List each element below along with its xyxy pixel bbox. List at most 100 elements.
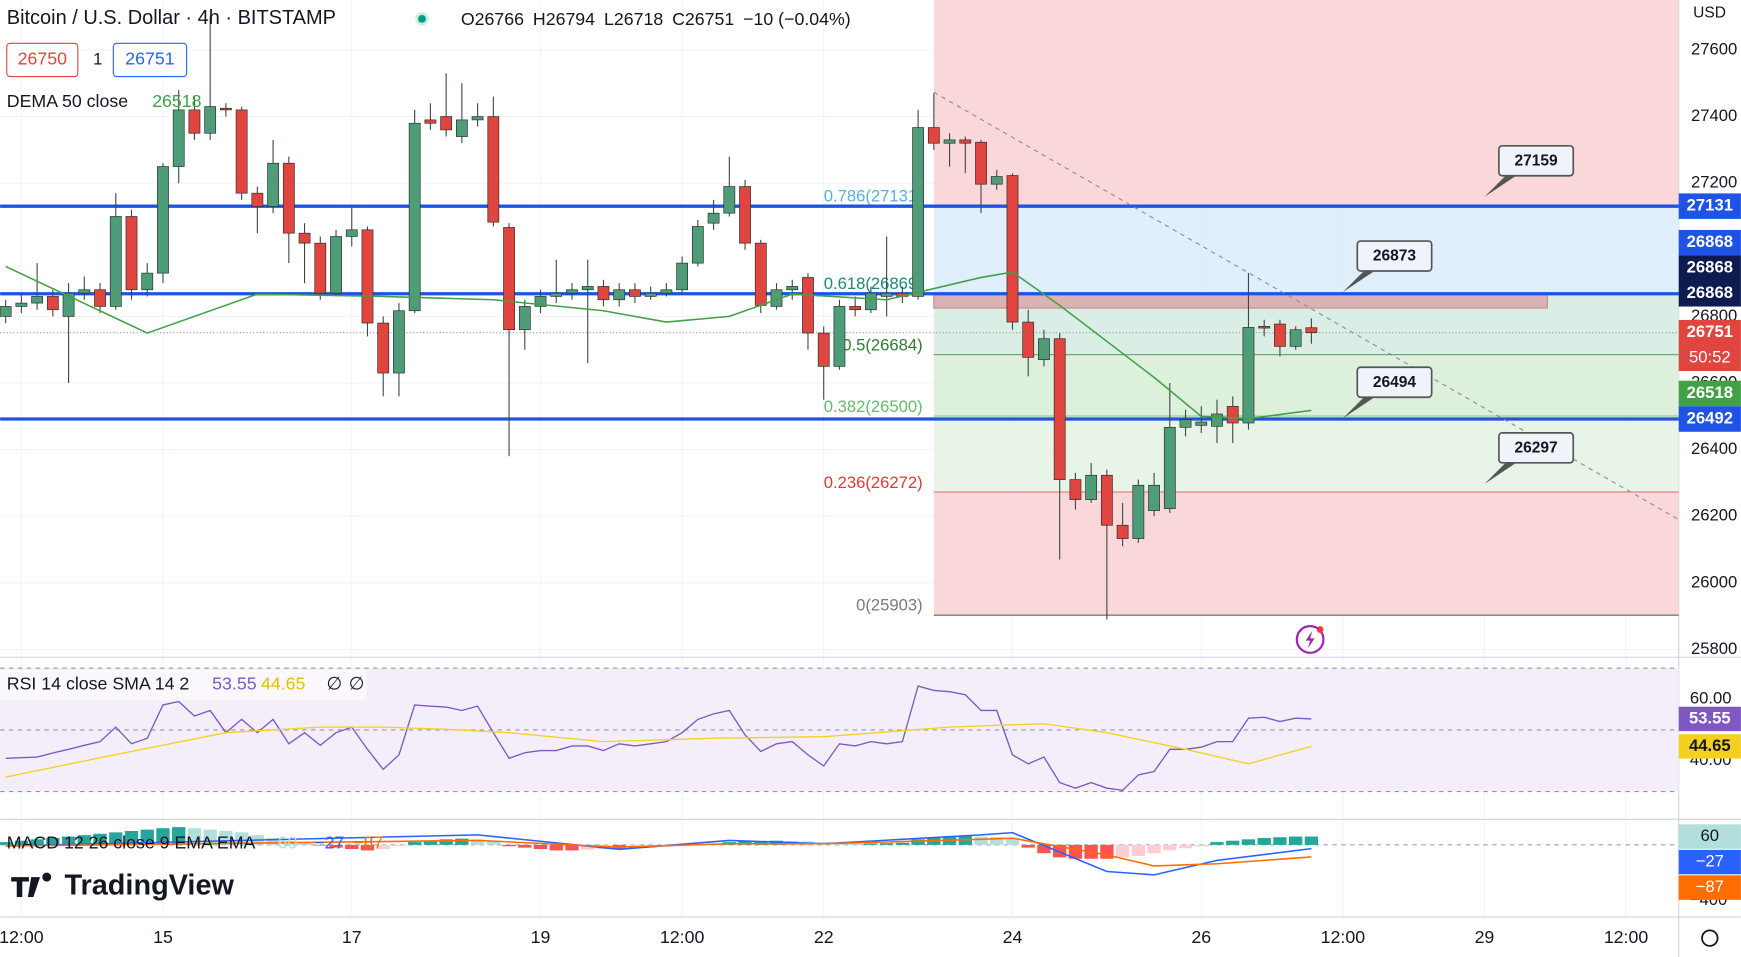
status-dot	[418, 14, 426, 23]
x-tick-label: 17	[342, 927, 362, 947]
candle-body	[1195, 421, 1208, 426]
macd-histogram-bar	[345, 844, 359, 850]
macd-histogram-bar	[581, 844, 595, 850]
macd-signal-line	[5, 837, 1312, 867]
rsi-axis-label: 44.65	[1689, 736, 1731, 755]
candle-body	[188, 109, 201, 134]
candle-body	[912, 127, 924, 297]
candle-body	[1305, 327, 1318, 334]
macd-axis-label-bg	[1678, 824, 1741, 849]
candle-body	[518, 306, 531, 331]
macd-histogram-bar	[974, 836, 988, 845]
candle-body	[1116, 524, 1129, 539]
candle-body	[46, 296, 59, 311]
macd-histogram-bar	[1304, 836, 1319, 845]
candle-body	[78, 289, 91, 294]
candle-body	[1022, 321, 1035, 358]
macd-histogram-bar	[1005, 839, 1020, 845]
x-tick-label: 24	[1003, 927, 1023, 947]
callout-box	[1356, 240, 1433, 272]
candle-body	[1100, 474, 1113, 526]
candle-body	[157, 166, 169, 274]
macd-histogram-bar	[30, 839, 44, 845]
price-label-bg	[1678, 229, 1741, 256]
rsi-sma-line	[5, 723, 1312, 778]
rsi-tick-label: 60.00	[1690, 688, 1732, 707]
price-label: 26751	[1687, 322, 1733, 341]
macd-histogram-bar	[1021, 844, 1035, 848]
macd-histogram-bar	[46, 837, 60, 845]
candle-body	[471, 116, 484, 121]
candle-body	[550, 292, 563, 297]
callout-label: 27159	[1514, 152, 1558, 169]
macd-axis-label: −27	[1696, 851, 1724, 870]
macd-hist-value: 60	[278, 832, 298, 852]
candle-body	[345, 229, 358, 237]
candle-body	[865, 292, 877, 311]
fib-zone	[933, 492, 1679, 616]
x-tick-label: 29	[1475, 927, 1495, 947]
candle-body	[581, 286, 594, 291]
settings-icon[interactable]	[1701, 929, 1719, 947]
macd-histogram-bar	[533, 844, 548, 850]
macd-histogram-bar	[61, 836, 76, 845]
macd-histogram-bar	[360, 844, 375, 851]
rsi-axis-label: 53.55	[1689, 708, 1731, 727]
price-label-bg	[1678, 255, 1741, 281]
callout-tail	[1342, 396, 1377, 419]
candle-body	[566, 289, 578, 294]
candle-body	[0, 306, 12, 317]
candle-body	[802, 277, 814, 334]
currency[interactable]: USD	[1693, 4, 1726, 21]
x-tick-label: 22	[814, 927, 834, 947]
macd-histogram-bar	[1147, 844, 1161, 854]
fib-label: 0.236(26272)	[824, 473, 923, 492]
candle-body	[1085, 474, 1098, 500]
trend-line	[933, 91, 1680, 521]
rsi-legend-bg	[0, 669, 367, 701]
macd-histogram-bar	[392, 844, 406, 847]
candle-body	[660, 289, 673, 294]
sell-box[interactable]	[6, 42, 79, 78]
macd-histogram-bar	[895, 842, 910, 845]
macd-histogram-bar	[439, 839, 453, 845]
macd-histogram-bar	[864, 843, 878, 845]
macd-histogram-bar	[1037, 844, 1051, 854]
candle-body	[1163, 426, 1176, 509]
candle-body	[1069, 479, 1082, 500]
rsi-line	[5, 685, 1312, 792]
sell-price[interactable]: 26750	[18, 49, 67, 69]
candle-body	[691, 226, 704, 264]
candle-body	[503, 227, 515, 331]
macd-histogram-bar	[565, 844, 579, 851]
spread: 1	[93, 49, 102, 68]
macd-histogram-bar	[376, 844, 390, 850]
rsi-value: 53.55	[212, 674, 257, 694]
macd-histogram-bar	[0, 842, 13, 845]
rsi-legend: RSI 14 close SMA 14 2	[7, 674, 190, 694]
macd-histogram-bar	[1257, 837, 1271, 845]
candle-body	[235, 109, 248, 194]
price-label: 26492	[1687, 408, 1733, 427]
brand: TradingView	[64, 870, 234, 902]
candle-body	[314, 242, 327, 294]
buy-box[interactable]	[112, 42, 188, 78]
macd-legend: MACD 12 26 close 9 EMA EMA	[7, 832, 256, 852]
macd-histogram-bar	[911, 839, 925, 845]
macd-histogram-bar	[234, 832, 249, 845]
callout-box	[1498, 144, 1575, 177]
price-label-bg	[1678, 319, 1741, 346]
callout-label: 26873	[1373, 248, 1417, 265]
buy-price[interactable]: 26751	[125, 49, 174, 69]
macd-histogram-bar	[140, 829, 154, 845]
x-tick-label: 15	[153, 927, 173, 947]
candle-body	[817, 332, 830, 367]
macd-histogram-bar	[124, 830, 139, 845]
candle-body	[1006, 175, 1019, 323]
dema-line	[5, 265, 1312, 420]
macd-histogram-bar	[1194, 844, 1208, 847]
candle-body	[629, 289, 641, 297]
countdown-bg	[1678, 345, 1741, 372]
macd-histogram-bar	[423, 840, 438, 845]
macd-histogram-bar	[329, 844, 343, 848]
